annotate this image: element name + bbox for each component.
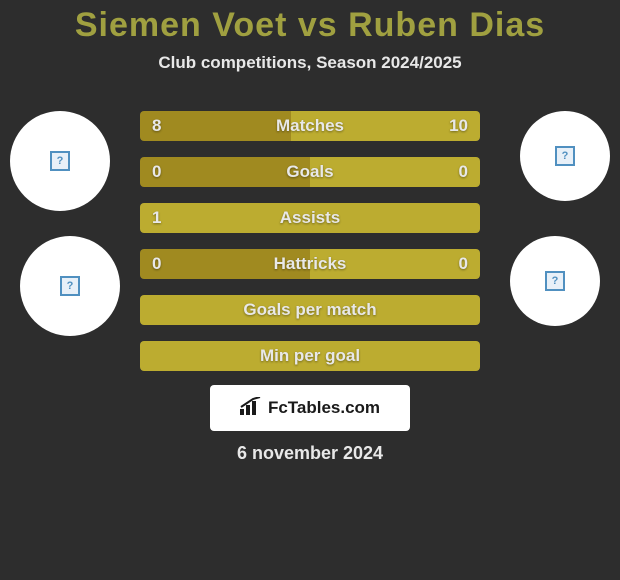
bar-label: Matches	[276, 116, 344, 136]
bar-row: Goals per match	[140, 295, 480, 325]
brand-badge: FcTables.com	[210, 385, 410, 431]
bar-segment-right	[310, 157, 480, 187]
bar-label: Hattricks	[274, 254, 347, 274]
bar-row: 0 0 Hattricks	[140, 249, 480, 279]
bar-label: Goals	[286, 162, 333, 182]
date-text: 6 november 2024	[0, 443, 620, 464]
bar-value-right: 0	[459, 162, 468, 182]
avatar-player2-club	[520, 111, 610, 201]
bar-label: Goals per match	[243, 300, 376, 320]
image-placeholder-icon	[50, 151, 70, 171]
avatar-player1-photo	[20, 236, 120, 336]
bar-row: 8 10 Matches	[140, 111, 480, 141]
bar-label: Assists	[280, 208, 340, 228]
avatar-player2-photo	[510, 236, 600, 326]
bar-value-left: 0	[152, 162, 161, 182]
bar-row: Min per goal	[140, 341, 480, 371]
chart-icon	[240, 397, 262, 420]
brand-text: FcTables.com	[268, 398, 380, 418]
image-placeholder-icon	[555, 146, 575, 166]
bar-value-left: 1	[152, 208, 161, 228]
bar-value-right: 0	[459, 254, 468, 274]
comparison-chart: 8 10 Matches 0 0 Goals 1 Assists 0 0 Hattricks Goal…	[0, 111, 620, 381]
bar-value-left: 8	[152, 116, 161, 136]
bar-segment-left	[140, 111, 291, 141]
bar-value-right: 10	[449, 116, 468, 136]
page-subtitle: Club competitions, Season 2024/2025	[0, 53, 620, 73]
bar-label: Min per goal	[260, 346, 360, 366]
image-placeholder-icon	[60, 276, 80, 296]
bars-container: 8 10 Matches 0 0 Goals 1 Assists 0 0 Hattricks Goal…	[140, 111, 480, 387]
image-placeholder-icon	[545, 271, 565, 291]
bar-segment-left	[140, 157, 310, 187]
bar-value-left: 0	[152, 254, 161, 274]
page-title: Siemen Voet vs Ruben Dias	[0, 0, 620, 45]
bar-row: 1 Assists	[140, 203, 480, 233]
avatar-player1-club	[10, 111, 110, 211]
bar-row: 0 0 Goals	[140, 157, 480, 187]
